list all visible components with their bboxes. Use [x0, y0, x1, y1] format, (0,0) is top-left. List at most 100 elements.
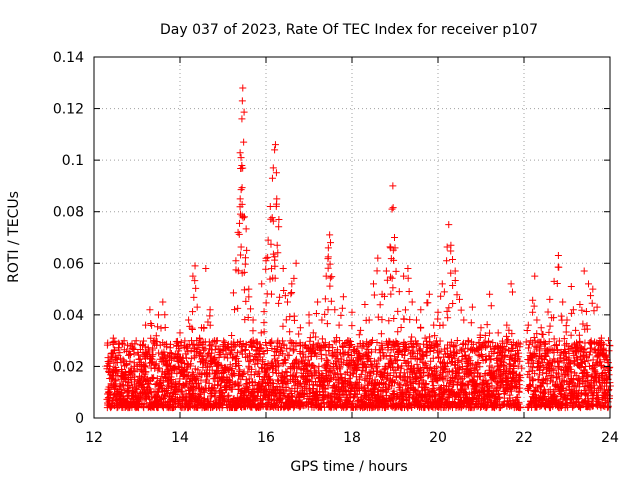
data-point-baseline [292, 355, 300, 363]
y-axis-label: ROTI / TECUs [6, 191, 22, 283]
data-point-baseline [439, 394, 447, 402]
data-point-baseline [187, 355, 195, 363]
data-point-baseline [501, 363, 509, 371]
data-point-baseline [325, 347, 333, 355]
y-tick-label: 0.1 [62, 153, 84, 169]
data-point-baseline [304, 367, 312, 375]
x-tick-label: 20 [429, 430, 447, 446]
data-point-baseline [223, 343, 231, 351]
data-point-baseline [437, 347, 445, 355]
data-point-baseline [267, 339, 275, 347]
data-point-baseline [434, 342, 442, 350]
data-point-baseline [234, 386, 242, 394]
data-point-baseline [210, 355, 218, 363]
data-point-baseline [113, 356, 121, 364]
data-point-baseline [292, 373, 300, 381]
data-point-baseline [388, 396, 396, 404]
data-point-baseline [401, 351, 409, 359]
data-point-baseline [240, 370, 248, 378]
data-point-baseline [488, 382, 496, 390]
data-point-baseline [259, 356, 267, 364]
data-point-baseline [489, 339, 497, 347]
data-point-baseline [321, 343, 329, 351]
data-point-baseline [517, 403, 525, 411]
data-point-baseline [484, 382, 492, 390]
y-tick-label: 0.12 [53, 102, 84, 118]
data-point-baseline [405, 390, 413, 398]
y-tick-label: 0.04 [53, 308, 84, 324]
data-point-baseline [303, 377, 311, 385]
data-point-baseline [515, 387, 523, 395]
data-point-baseline [424, 372, 432, 380]
data-point-baseline [364, 387, 372, 395]
data-point-baseline [442, 372, 450, 380]
data-point-baseline [391, 379, 399, 387]
x-tick-label: 24 [601, 430, 619, 446]
data-point-baseline [386, 372, 394, 380]
data-point-baseline [142, 368, 150, 376]
data-point-baseline [320, 393, 328, 401]
data-point-baseline [397, 400, 405, 408]
data-point-baseline [130, 346, 138, 354]
data-point-baseline [345, 351, 353, 359]
data-point-baseline [324, 358, 332, 366]
data-point-baseline [111, 355, 119, 363]
data-point-baseline [153, 338, 161, 346]
data-point-baseline [429, 385, 437, 393]
data-point-baseline [338, 389, 346, 397]
data-point-baseline [421, 359, 429, 367]
data-point-baseline [485, 337, 493, 345]
data-point-baseline [465, 338, 473, 346]
data-point-baseline [352, 379, 360, 387]
data-point-baseline [516, 384, 524, 392]
data-point-baseline [238, 350, 246, 358]
data-point-baseline [455, 356, 463, 364]
data-point-baseline [422, 361, 430, 369]
data-point-baseline [273, 357, 281, 365]
x-tick-label: 16 [257, 430, 275, 446]
data-point-baseline [155, 388, 163, 396]
data-point-baseline [141, 363, 149, 371]
data-point-baseline [177, 338, 185, 346]
data-point-baseline [357, 370, 365, 378]
data-point-baseline [340, 358, 348, 366]
data-point-baseline [452, 341, 460, 349]
data-point-baseline [189, 370, 197, 378]
data-point-baseline [284, 379, 292, 387]
data-point-baseline [233, 349, 241, 357]
data-point-baseline [164, 384, 172, 392]
data-point-baseline [372, 364, 380, 372]
data-point-baseline [347, 378, 355, 386]
data-point-baseline [194, 373, 202, 381]
data-point-baseline [119, 340, 127, 348]
data-point-baseline [306, 337, 314, 345]
data-point-baseline [244, 385, 252, 393]
data-point-baseline [465, 353, 473, 361]
data-point-baseline [279, 337, 287, 345]
data-point-baseline [235, 381, 243, 389]
data-point-baseline [125, 347, 133, 355]
data-point-baseline [274, 362, 282, 370]
data-point-baseline [283, 368, 291, 376]
chart-title: Day 037 of 2023, Rate Of TEC Index for r… [160, 22, 538, 38]
data-point-baseline [220, 337, 228, 345]
data-point-baseline [380, 380, 388, 388]
data-point-baseline [503, 337, 511, 345]
data-point-baseline [486, 355, 494, 363]
data-point-baseline [123, 341, 131, 349]
data-point-baseline [193, 379, 201, 387]
data-point-baseline [411, 386, 419, 394]
data-point-baseline [205, 379, 213, 387]
data-point-baseline [460, 382, 468, 390]
data-point-baseline [262, 341, 270, 349]
data-point-baseline [496, 393, 504, 401]
data-point-baseline [506, 361, 514, 369]
data-point-baseline [447, 338, 455, 346]
data-point-baseline [444, 353, 452, 361]
data-point-baseline [230, 369, 238, 377]
data-point-baseline [395, 340, 403, 348]
data-point-baseline [420, 352, 428, 360]
y-tick-label: 0.02 [53, 359, 84, 375]
data-point-baseline [498, 377, 506, 385]
